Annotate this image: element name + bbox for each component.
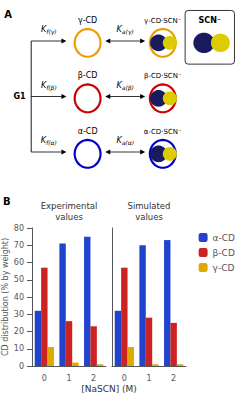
svg-text:f(γ): f(γ) [46,28,56,36]
svg-text:γ-CD·SCN⁻: γ-CD·SCN⁻ [144,17,182,25]
svg-text:0: 0 [42,374,47,383]
svg-text:α-CD·SCN⁻: α-CD·SCN⁻ [144,128,182,136]
svg-text:10: 10 [14,344,24,353]
svg-text:β-CD: β-CD [78,71,98,80]
svg-text:B: B [3,196,11,207]
svg-text:CD distribution (% by weight): CD distribution (% by weight) [1,238,10,356]
svg-text:40: 40 [14,293,24,302]
svg-text:80: 80 [14,224,24,233]
svg-text:K: K [116,80,122,90]
svg-text:α-CD: α-CD [78,127,98,136]
svg-text:Experimental: Experimental [41,201,98,211]
svg-text:G1: G1 [13,92,26,101]
svg-text:30: 30 [14,310,24,319]
svg-text:Simulated: Simulated [128,201,171,211]
svg-text:K: K [116,25,122,34]
svg-text:K: K [41,25,47,34]
svg-text:1: 1 [146,374,151,383]
svg-text:70: 70 [14,241,24,250]
svg-text:2: 2 [91,374,96,383]
svg-text:K: K [116,136,122,145]
svg-text:50: 50 [14,275,24,284]
svg-text:2: 2 [171,374,176,383]
svg-text:a(γ): a(γ) [122,28,134,36]
svg-text:a(β): a(β) [122,84,134,92]
svg-text:20: 20 [14,327,24,336]
svg-text:f(α): f(α) [46,139,57,146]
svg-text:0: 0 [122,374,127,383]
svg-text:β-CD: β-CD [213,248,235,258]
svg-text:values: values [135,212,163,222]
svg-text:K: K [40,136,47,145]
svg-text:A: A [4,9,12,20]
svg-text:α-CD: α-CD [213,233,235,243]
svg-text:[NaSCN] (M): [NaSCN] (M) [81,384,137,394]
svg-text:f(β): f(β) [46,84,57,92]
svg-text:a(α): a(α) [122,139,134,146]
svg-text:values: values [55,212,83,222]
svg-text:1: 1 [66,374,71,383]
svg-text:0: 0 [19,362,24,371]
svg-text:60: 60 [14,258,24,267]
svg-text:β-CD·SCN⁻: β-CD·SCN⁻ [144,72,182,80]
svg-text:K: K [40,80,47,90]
svg-text:γ-CD: γ-CD [213,263,235,273]
svg-text:γ-CD: γ-CD [78,16,97,25]
svg-text:SCN⁻: SCN⁻ [199,16,222,25]
